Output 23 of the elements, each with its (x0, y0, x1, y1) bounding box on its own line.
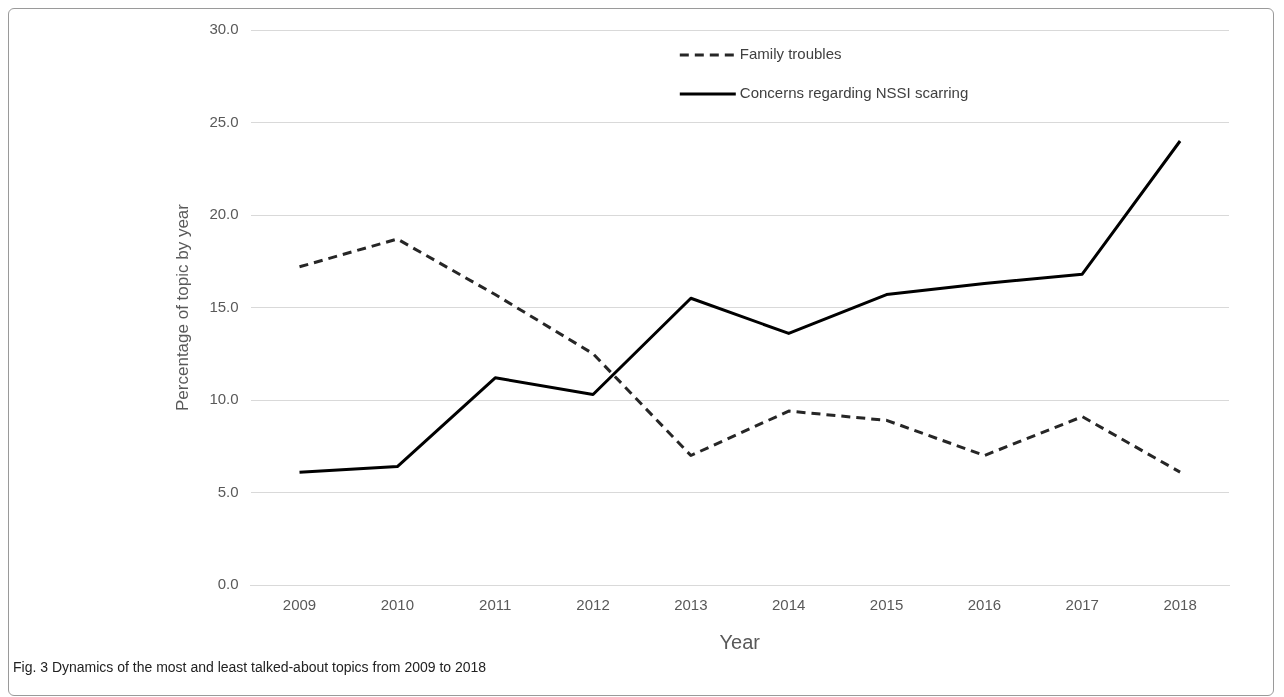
y-tick-label: 30.0 (209, 20, 239, 38)
y-tick-label: 5.0 (217, 482, 239, 500)
x-tick-label: 2012 (576, 596, 610, 614)
x-tick-label: 2015 (869, 596, 904, 614)
caption: Fig. 3 Dynamics of the most and least talked-about topics from 2009 to 2018 (13, 659, 488, 675)
x-tick-label: 2009 (282, 596, 317, 614)
y-tick-label: 10.0 (209, 390, 239, 408)
legend-label: Concerns regarding NSSI scarring (739, 84, 969, 102)
x-tick-label: 2013 (674, 596, 708, 614)
line-series (298, 237, 1182, 474)
x-axis-title: Year (719, 630, 761, 653)
x-tick-label: 2016 (967, 596, 1002, 614)
x-tick-label: 2011 (479, 596, 512, 614)
x-tick-label: 2014 (772, 596, 806, 614)
y-tick-label: 25.0 (209, 112, 239, 130)
legend-label: Family troubles (739, 45, 842, 63)
y-tick-label: 15.0 (209, 297, 239, 315)
y-tick-label: 0.0 (217, 575, 239, 593)
y-tick-label: 20.0 (209, 205, 239, 223)
x-tick-label: 2017 (1065, 596, 1099, 614)
x-tick-label: 2018 (1163, 596, 1197, 614)
y-axis-title: Percentage of topic by year (172, 203, 192, 411)
x-tick-label: 2010 (380, 596, 415, 614)
